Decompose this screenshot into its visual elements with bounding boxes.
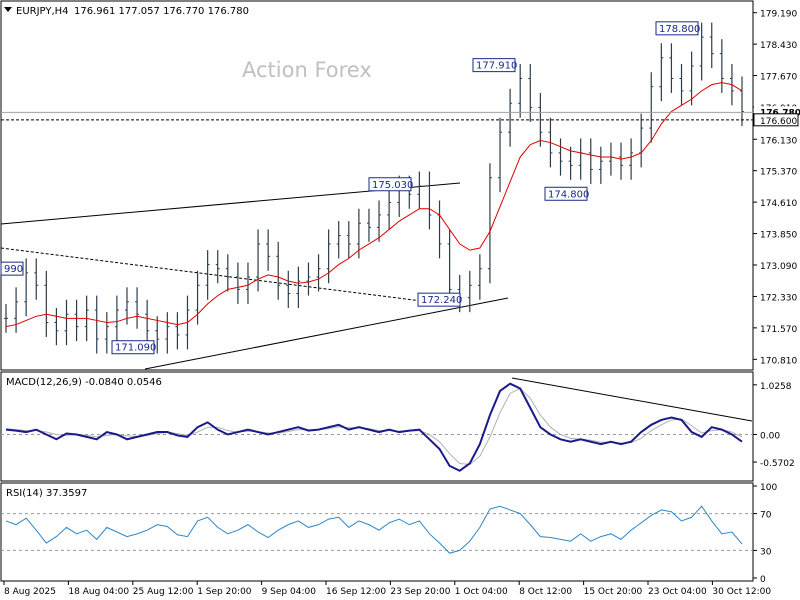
price-y-tick-label: 175.370 bbox=[760, 168, 797, 178]
time-tick-label: 1 Oct 04:00 bbox=[455, 587, 508, 597]
price-levels: 176.780176.600 bbox=[1, 106, 800, 127]
time-tick-label: 8 Aug 2025 bbox=[4, 587, 56, 597]
rsi-y-axis: 100 70 30 0 bbox=[1, 483, 777, 585]
price-y-axis: 179.190178.430177.670176.910176.130175.3… bbox=[753, 10, 797, 366]
time-tick-label: 15 Oct 20:00 bbox=[584, 587, 643, 597]
price-y-tick-label: 177.670 bbox=[760, 73, 797, 83]
time-tick-label: 8 Oct 12:00 bbox=[519, 587, 572, 597]
rsi-series bbox=[5, 505, 743, 554]
annotation-label: 175.030 bbox=[372, 180, 413, 191]
ohlc-values: 176.961 177.057 176.770 176.780 bbox=[74, 6, 249, 17]
macd-title: MACD(12,26,9) -0.0840 0.0546 bbox=[6, 377, 162, 388]
macd-divergence-line bbox=[511, 377, 753, 422]
annotation-box bbox=[417, 292, 461, 307]
rsi-lines bbox=[5, 505, 743, 554]
annotation-box bbox=[544, 186, 588, 201]
price-y-tick-label: 174.610 bbox=[760, 199, 797, 209]
title-triangle-icon bbox=[4, 7, 12, 12]
time-tick-label: 30 Oct 12:00 bbox=[712, 587, 771, 597]
price-y-tick-label: 173.850 bbox=[760, 231, 797, 241]
annotation-label: 177.910 bbox=[476, 61, 517, 72]
chart-title: EURJPY,H4 bbox=[16, 6, 69, 17]
annotation-label: 990 bbox=[4, 264, 23, 275]
time-tick-label: 1 Sep 20:00 bbox=[197, 587, 252, 597]
macd-lines bbox=[5, 377, 753, 472]
annotation-box bbox=[472, 58, 516, 73]
price-y-tick-label: 179.190 bbox=[760, 10, 797, 20]
watermark: Action Forex bbox=[242, 58, 372, 82]
annotation-box bbox=[368, 177, 412, 192]
macd-y-tick-label: 1.0258 bbox=[760, 382, 792, 392]
price-y-tick-label: 172.330 bbox=[760, 293, 797, 303]
price-y-tick-label: 170.810 bbox=[760, 356, 797, 366]
price-y-tick-label: 178.430 bbox=[760, 41, 797, 51]
macd-y-tick-label: 0.00 bbox=[760, 431, 780, 441]
rsi-y-tick-label: 30 bbox=[760, 547, 772, 557]
macd-main-series bbox=[5, 382, 743, 472]
rsi-y-tick-label: 0 bbox=[760, 575, 766, 585]
lower-channel-line bbox=[144, 297, 509, 370]
time-axis: 8 Aug 2025 18 Aug 04:00 25 Aug 12:00 1 Sep … bbox=[3, 581, 771, 597]
annotation-label: 172.240 bbox=[421, 295, 462, 306]
moving-average-line bbox=[5, 82, 743, 328]
macd-y-tick-label: -0.5702 bbox=[760, 459, 795, 469]
time-tick-label: 9 Sep 04:00 bbox=[262, 587, 317, 597]
time-tick-label: 23 Sep 20:00 bbox=[390, 587, 450, 597]
rsi-y-tick-label: 70 bbox=[760, 511, 772, 521]
price-annotations: 990 171.090 175.030 172.240 177.910 174.800 17… bbox=[0, 21, 700, 355]
price-y-tick-label: 176.130 bbox=[760, 136, 797, 146]
level-label: 176.600 bbox=[760, 117, 797, 127]
time-tick-label: 23 Oct 04:00 bbox=[648, 587, 707, 597]
time-tick-label: 16 Sep 12:00 bbox=[326, 587, 386, 597]
rsi-panel: RSI(14) 37.3597 100 70 30 0 bbox=[0, 482, 777, 585]
time-tick-label: 18 Aug 04:00 bbox=[68, 587, 129, 597]
annotation-label: 171.090 bbox=[115, 343, 156, 354]
annotation-label: 178.800 bbox=[659, 24, 700, 35]
macd-panel: MACD(12,26,9) -0.0840 0.0546 1.0258 0.00 -… bbox=[0, 371, 795, 482]
rsi-y-tick-label: 100 bbox=[760, 483, 777, 493]
macd-y-axis: 1.0258 0.00 -0.5702 bbox=[1, 382, 795, 469]
level-box bbox=[753, 113, 799, 127]
price-y-tick-label: 173.090 bbox=[760, 262, 797, 272]
rsi-title: RSI(14) 37.3597 bbox=[6, 488, 87, 499]
annotation-box bbox=[0, 261, 24, 276]
time-tick-label: 25 Aug 12:00 bbox=[133, 587, 194, 597]
price-panel: EURJPY,H4 176.961 177.057 176.770 176.78… bbox=[0, 0, 800, 371]
price-y-tick-label: 171.570 bbox=[760, 325, 797, 335]
annotation-box bbox=[655, 21, 699, 36]
annotation-box bbox=[111, 340, 155, 355]
moving-average-series bbox=[5, 82, 743, 328]
dashed-trend-line bbox=[0, 247, 431, 303]
annotation-label: 174.800 bbox=[548, 189, 589, 200]
